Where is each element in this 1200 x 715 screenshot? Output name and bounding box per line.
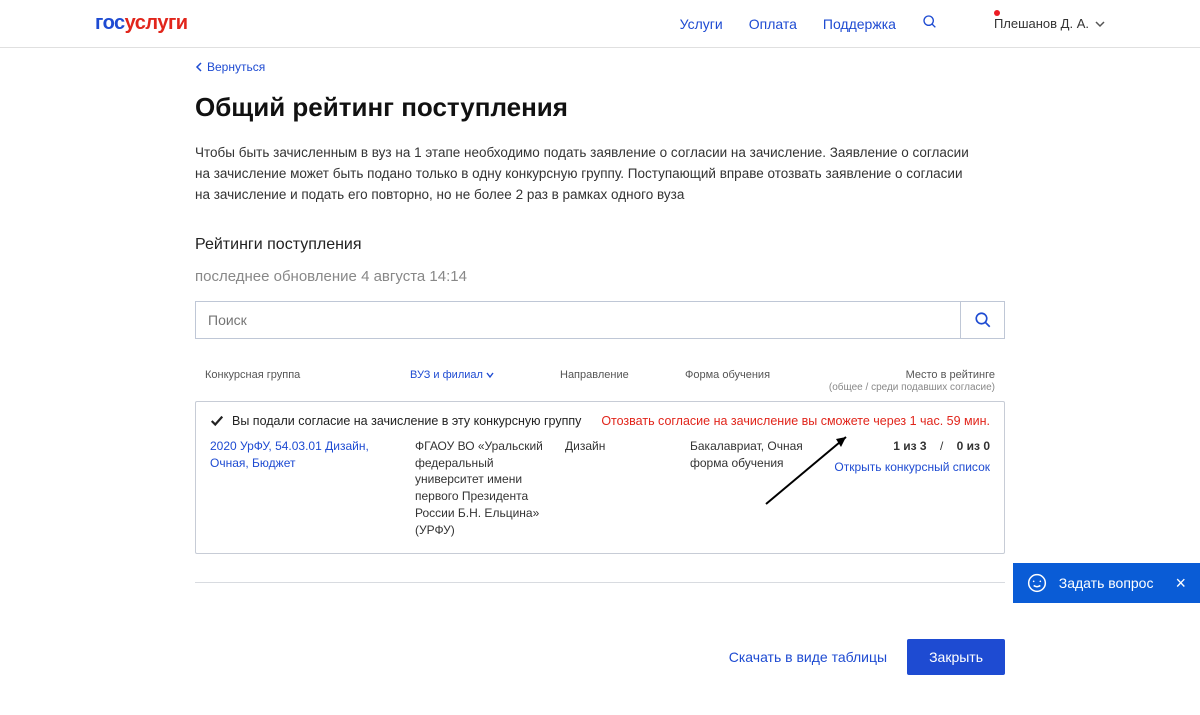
back-link[interactable]: Вернуться <box>195 60 265 74</box>
cell-direction: Дизайн <box>565 438 680 539</box>
table-row: 2020 УрФУ, 54.03.01 Дизайн, Очная, Бюдже… <box>210 438 990 539</box>
cell-university: ФГАОУ ВО «Уральский федеральный универси… <box>415 438 555 539</box>
search-input[interactable] <box>195 301 961 339</box>
consent-badge: Вы подали согласие на зачисление в эту к… <box>210 414 581 428</box>
download-link[interactable]: Скачать в виде таблицы <box>729 649 887 665</box>
help-bar[interactable]: Задать вопрос × <box>1013 563 1200 603</box>
group-link[interactable]: 2020 УрФУ, 54.03.01 Дизайн, Очная, Бюдже… <box>210 439 369 470</box>
back-label: Вернуться <box>207 60 265 74</box>
col-group: Конкурсная группа <box>205 369 400 393</box>
section-title: Рейтинги поступления <box>195 236 1005 254</box>
intro-text: Чтобы быть зачисленным в вуз на 1 этапе … <box>195 143 975 206</box>
sort-down-icon <box>486 371 494 379</box>
col-direction: Направление <box>560 369 675 393</box>
consent-text: Вы подали согласие на зачисление в эту к… <box>232 414 581 428</box>
last-updated: последнее обновление 4 августа 14:14 <box>195 268 1005 285</box>
user-name: Плешанов Д. А. <box>994 16 1089 31</box>
table-header: Конкурсная группа ВУЗ и филиал Направлен… <box>195 363 1005 401</box>
divider <box>195 582 1005 583</box>
main-content: Вернуться Общий рейтинг поступления Чтоб… <box>195 48 1005 613</box>
col-university-label: ВУЗ и филиал <box>410 369 483 381</box>
withdraw-timer: Отозвать согласие на зачисление вы сможе… <box>601 414 990 428</box>
close-button[interactable]: Закрыть <box>907 639 1005 675</box>
chat-icon <box>1027 573 1047 593</box>
logo-part-red: услуги <box>125 12 188 34</box>
help-close-icon[interactable]: × <box>1175 574 1186 592</box>
magnifier-icon <box>974 311 992 329</box>
main-nav: Услуги Оплата Поддержка Плешанов Д. А. <box>680 14 1105 33</box>
page-title: Общий рейтинг поступления <box>195 92 1005 123</box>
cell-rank: 1 из 3 / 0 из 0 <box>820 438 990 455</box>
check-icon <box>210 414 224 428</box>
header-bar: госуслуги Услуги Оплата Поддержка Плешан… <box>0 0 1200 48</box>
rating-card: Вы подали согласие на зачисление в эту к… <box>195 401 1005 554</box>
chevron-left-icon <box>195 62 203 72</box>
footer-actions: Скачать в виде таблицы Закрыть <box>195 613 1005 715</box>
search-box <box>195 301 1005 339</box>
open-list-link[interactable]: Открыть конкурсный список <box>820 459 990 476</box>
chevron-down-icon <box>1095 19 1105 29</box>
search-button[interactable] <box>961 301 1005 339</box>
user-menu[interactable]: Плешанов Д. А. <box>994 16 1105 31</box>
help-label: Задать вопрос <box>1059 575 1154 591</box>
nav-support[interactable]: Поддержка <box>823 16 896 32</box>
nav-services[interactable]: Услуги <box>680 16 723 32</box>
logo-part-blue: гос <box>95 12 125 34</box>
col-rank: Место в рейтинге (общее / среди подавших… <box>815 369 995 393</box>
col-university[interactable]: ВУЗ и филиал <box>410 369 550 393</box>
search-icon[interactable] <box>922 14 938 33</box>
logo[interactable]: госуслуги <box>95 12 188 35</box>
nav-payment[interactable]: Оплата <box>749 16 797 32</box>
cell-form: Бакалавриат, Очная форма обучения <box>690 438 810 539</box>
col-form: Форма обучения <box>685 369 805 393</box>
